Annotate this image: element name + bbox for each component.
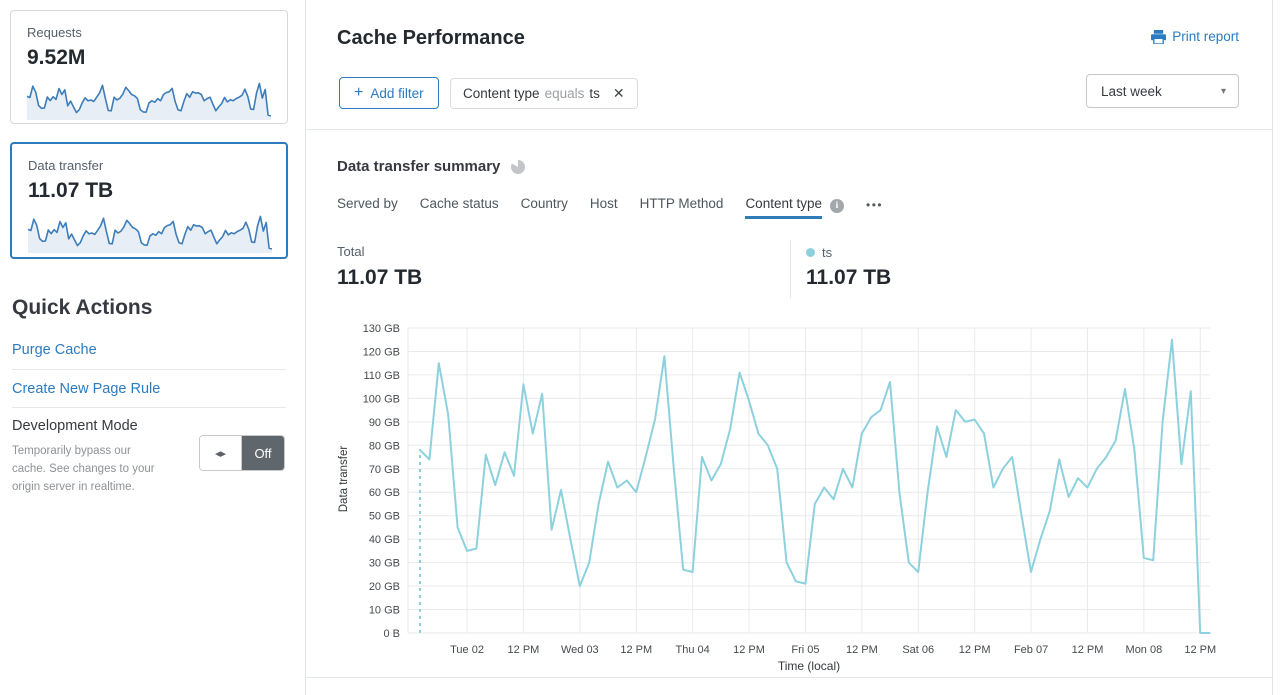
tab-served-by[interactable]: Served by [337,196,398,211]
sidebar-main-divider [305,0,306,695]
svg-text:90 GB: 90 GB [369,417,400,429]
purge-cache-link[interactable]: Purge Cache [12,342,97,358]
summary-dimension-tabs: Served by Cache status Country Host HTTP… [337,196,883,226]
svg-text:12 PM: 12 PM [508,644,540,656]
section-bottom-divider [306,677,1272,678]
svg-text:Sat 06: Sat 06 [902,644,934,656]
main-panel: Cache Performance Print report + Add fil… [306,0,1285,695]
print-report-label: Print report [1172,29,1239,44]
requests-card-value: 9.52M [27,46,86,69]
svg-text:50 GB: 50 GB [369,511,400,523]
more-options-icon[interactable]: ••• [866,198,884,212]
summary-section-title: Data transfer summary [337,158,501,175]
quick-actions-title: Quick Actions [12,296,153,319]
divider [12,407,286,408]
chevron-down-icon: ▾ [1220,85,1226,97]
svg-text:0 B: 0 B [383,628,400,640]
svg-text:100 GB: 100 GB [363,393,400,405]
tab-http-method[interactable]: HTTP Method [639,196,724,211]
svg-text:110 GB: 110 GB [364,370,401,382]
svg-text:12 PM: 12 PM [846,644,878,656]
total-label: Total [337,244,365,259]
svg-text:Mon 08: Mon 08 [1126,644,1163,656]
data-transfer-sparkline [27,211,273,258]
info-icon[interactable]: i [830,198,844,213]
svg-text:12 PM: 12 PM [733,644,765,656]
close-icon[interactable]: ✕ [612,85,625,101]
development-mode-title: Development Mode [12,418,138,434]
data-transfer-card-label: Data transfer [28,158,104,173]
toggle-state-label: Off [242,436,284,470]
tab-content-type[interactable]: Content type i [745,196,844,226]
svg-text:12 PM: 12 PM [959,644,991,656]
svg-text:Wed 03: Wed 03 [561,644,599,656]
totals-divider [790,240,791,298]
tab-host[interactable]: Host [589,196,618,211]
page-title: Cache Performance [337,27,525,49]
tab-cache-status[interactable]: Cache status [419,196,499,211]
svg-text:130 GB: 130 GB [363,323,400,335]
svg-text:Tue 02: Tue 02 [450,644,484,656]
add-filter-label: Add filter [370,85,424,101]
svg-text:12 PM: 12 PM [1184,644,1216,656]
header-divider [306,129,1272,130]
plus-icon: + [354,84,364,101]
svg-text:70 GB: 70 GB [369,464,400,476]
metric-card-requests[interactable]: Requests 9.52M [10,10,288,124]
chart-x-axis-title: Time (local) [777,659,841,673]
tab-content-type-label: Content type [745,196,822,219]
add-filter-button[interactable]: + Add filter [339,77,439,109]
svg-text:80 GB: 80 GB [369,440,400,452]
requests-card-label: Requests [27,25,82,40]
data-transfer-card-value: 11.07 TB [28,179,114,202]
divider [12,369,286,370]
series-legend: ts [806,245,832,260]
print-report-button[interactable]: Print report [1151,29,1239,44]
svg-text:30 GB: 30 GB [369,558,400,570]
total-value: 11.07 TB [337,266,423,289]
series-legend-value: 11.07 TB [806,266,892,289]
tab-country[interactable]: Country [520,196,568,211]
chart-y-axis-title: Data transfer [338,445,350,513]
svg-text:12 PM: 12 PM [620,644,652,656]
svg-text:20 GB: 20 GB [369,581,400,593]
svg-text:10 GB: 10 GB [369,605,400,617]
create-page-rule-link[interactable]: Create New Page Rule [12,381,161,397]
development-mode-toggle[interactable]: ◂▸ Off [199,435,285,471]
chart-canvas: 0 B 10 GB 20 GB 30 GB 40 GB 50 GB 60 GB 70 GB 80… [363,323,1216,656]
filter-chip-content-type[interactable]: Content type equals ts ✕ [450,78,638,109]
chip-field: Content type [463,86,540,101]
series-legend-label: ts [822,245,833,260]
toggle-arrows-icon: ◂▸ [200,436,242,470]
data-transfer-chart: 0 B 10 GB 20 GB 30 GB 40 GB 50 GB 60 GB 70 GB 80… [337,315,1227,680]
time-range-dropdown[interactable]: Last week ▾ [1086,74,1239,108]
chip-value: ts [589,86,600,101]
series-color-dot [806,248,815,257]
sidebar: Requests 9.52M Data transfer 11.07 TB Qu… [0,0,305,695]
pie-chart-icon [511,158,526,174]
svg-text:120 GB: 120 GB [363,346,400,358]
right-edge-divider [1272,0,1273,695]
svg-text:Feb 07: Feb 07 [1014,644,1048,656]
svg-text:12 PM: 12 PM [1072,644,1104,656]
svg-text:Thu 04: Thu 04 [676,644,710,656]
svg-text:40 GB: 40 GB [369,534,400,546]
development-mode-description: Temporarily bypass our cache. See change… [12,445,155,493]
metric-card-data-transfer[interactable]: Data transfer 11.07 TB [10,142,288,259]
chip-operator: equals [544,86,585,101]
time-range-value: Last week [1101,83,1162,99]
printer-icon [1151,29,1167,44]
requests-sparkline [26,78,272,125]
svg-text:Fri 05: Fri 05 [791,644,819,656]
svg-text:60 GB: 60 GB [369,487,400,499]
